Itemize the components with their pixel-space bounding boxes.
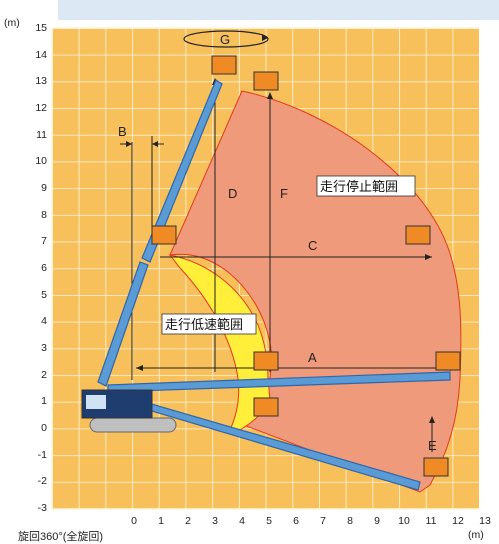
- boom-arms: [97, 79, 451, 491]
- dimension-label-f: F: [280, 186, 288, 201]
- stop-zone-label-box: 走行停止範囲: [316, 175, 416, 197]
- y-tick-14: 14: [35, 49, 47, 61]
- dimension-label-e: E: [428, 438, 437, 453]
- rotation-indicator: [183, 30, 269, 48]
- work-platforms: [151, 55, 461, 477]
- grid-border: [51, 27, 479, 510]
- y-tick-12: 12: [35, 102, 47, 114]
- y-tick-m1: -1: [38, 449, 47, 461]
- x-tick-labels: 0 1 2 3 4 5 6 7 8 9 10 11 12 13: [131, 515, 491, 527]
- stop-zone-label: 走行停止範囲: [320, 179, 398, 195]
- y-tick-m3: -3: [38, 502, 47, 514]
- x-axis-unit: (m): [468, 529, 484, 541]
- dimension-label-b: B: [118, 124, 127, 139]
- x-tick-1: 1: [158, 515, 164, 527]
- x-tick-9: 9: [374, 515, 380, 527]
- y-tick-2: 2: [41, 369, 47, 381]
- y-tick-13: 13: [35, 75, 47, 87]
- y-tick-10: 10: [35, 155, 47, 167]
- x-tick-12: 12: [452, 515, 464, 527]
- slow-zone-label: 走行低速範囲: [165, 318, 243, 333]
- y-tick-m2: -2: [38, 475, 47, 487]
- x-tick-5: 5: [266, 515, 272, 527]
- y-tick-5: 5: [41, 289, 47, 301]
- header-band: [58, 0, 499, 20]
- y-tick-4: 4: [41, 315, 47, 327]
- y-tick-labels: 15 14 13 12 11 10 9 8 7 6 5 4 3 2 1 0 -1…: [35, 22, 47, 514]
- y-tick-6: 6: [41, 262, 47, 274]
- y-tick-3: 3: [41, 342, 47, 354]
- x-tick-8: 8: [347, 515, 353, 527]
- y-axis-unit: (m): [4, 17, 20, 29]
- slow-zone-label-box: 走行低速範囲: [161, 313, 257, 335]
- dimension-label-c: C: [308, 238, 317, 253]
- x-tick-10: 10: [398, 515, 410, 527]
- y-tick-8: 8: [41, 209, 47, 221]
- crawler-machine: [81, 389, 177, 433]
- dimension-label-d: D: [228, 186, 237, 201]
- dimension-label-a: A: [308, 350, 317, 365]
- y-tick-0: 0: [41, 422, 47, 434]
- y-tick-7: 7: [41, 235, 47, 247]
- x-tick-7: 7: [320, 515, 326, 527]
- x-tick-11: 11: [426, 515, 437, 527]
- x-tick-13: 13: [479, 515, 491, 527]
- x-tick-4: 4: [239, 515, 245, 527]
- dimension-label-g: G: [220, 32, 230, 47]
- rotation-caption: 旋回360°(全旋回): [18, 531, 104, 543]
- x-tick-3: 3: [212, 515, 218, 527]
- y-tick-1: 1: [41, 395, 47, 407]
- y-tick-15: 15: [35, 22, 47, 34]
- y-tick-9: 9: [41, 182, 47, 194]
- x-tick-6: 6: [293, 515, 299, 527]
- y-tick-11: 11: [36, 129, 47, 141]
- x-tick-0: 0: [131, 515, 137, 527]
- x-tick-2: 2: [185, 515, 191, 527]
